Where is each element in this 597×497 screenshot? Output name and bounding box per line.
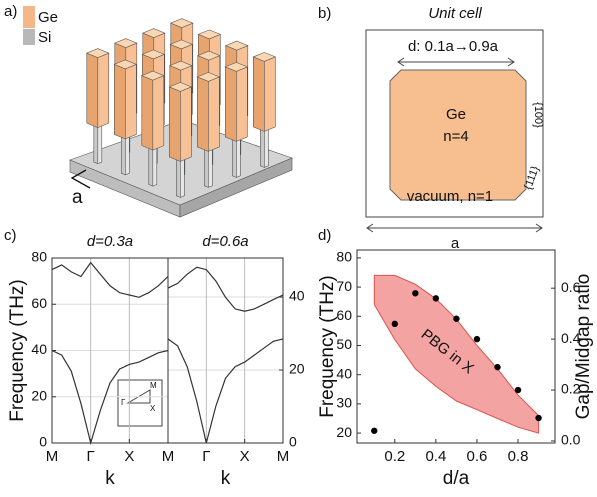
- x-tick-label: 0.8: [508, 448, 529, 465]
- x-tick-label: M: [277, 448, 290, 465]
- data-point: [515, 387, 521, 393]
- period-arrow: [367, 224, 542, 232]
- ge-pillar: [253, 57, 264, 131]
- figure: a) Ge Si a b) Unit cell d: 0.1a→0.9a Ge …: [0, 0, 597, 497]
- y-tick-label: 20: [31, 387, 47, 403]
- si-pillar: [98, 122, 102, 164]
- si-pillar: [149, 145, 153, 187]
- y-tick-label: 40: [336, 365, 352, 381]
- legend-swatch: [23, 6, 35, 28]
- ge-pillar: [236, 67, 247, 141]
- brillouin-inset: M Γ X: [118, 380, 162, 426]
- x-tick-label: X: [124, 448, 134, 465]
- si-pillar: [125, 133, 129, 175]
- data-point: [412, 290, 418, 296]
- y-tick-label: 70: [336, 278, 352, 294]
- chart-title: d=0.6a: [202, 233, 248, 250]
- ge-pillar: [125, 64, 136, 138]
- legend-label: Si: [38, 29, 51, 46]
- ge-pillar: [208, 77, 219, 151]
- si-pillar: [232, 136, 236, 178]
- legend-swatch: [23, 29, 35, 45]
- x-tick-label: Γ: [87, 448, 95, 465]
- data-point: [494, 364, 500, 370]
- legend-label: Ge: [38, 9, 58, 26]
- x-axis-label: k: [221, 468, 231, 489]
- inset-label: M: [150, 381, 157, 390]
- x-axis-label: k: [105, 468, 115, 489]
- si-pillar: [260, 126, 264, 168]
- y-tick-label: 20: [336, 424, 352, 440]
- y2-tick-label: 0: [289, 434, 297, 450]
- si-pillar: [236, 136, 240, 178]
- period-label: a: [72, 187, 83, 208]
- x-tick-label: 0.2: [384, 448, 405, 465]
- data-point: [371, 428, 377, 434]
- pillar-array: [70, 19, 292, 217]
- ge-pillar: [225, 67, 236, 141]
- panel-label: a): [4, 3, 17, 20]
- size-range: d: 0.1a→0.9a: [408, 38, 499, 55]
- y-axis-label: Frequency (THz): [7, 279, 28, 422]
- panel-label: b): [318, 5, 331, 22]
- background: vacuum, n=1: [407, 188, 493, 205]
- ge-pillar: [264, 57, 275, 131]
- data-point: [453, 316, 459, 322]
- page: a) Ge Si a b) Unit cell d: 0.1a→0.9a Ge …: [0, 0, 597, 497]
- si-pillar: [208, 146, 212, 188]
- y-tick-label: 50: [336, 336, 352, 352]
- y2-tick-label: 40: [289, 288, 305, 304]
- si-pillar: [94, 122, 98, 164]
- data-point: [474, 336, 480, 342]
- ge-pillar: [114, 64, 125, 138]
- y2-axis-label: Gap/Midgap ratio: [573, 274, 594, 420]
- si-pillar: [176, 156, 180, 198]
- period-label: a: [451, 235, 460, 252]
- x-axis-label: d/a: [443, 468, 470, 489]
- plot-frame: [168, 258, 283, 443]
- y-tick-label: 80: [336, 249, 352, 265]
- x-tick-label: X: [240, 448, 250, 465]
- panel-title: Unit cell: [428, 5, 482, 22]
- ge-pillar: [153, 76, 164, 151]
- material: Ge: [446, 106, 466, 123]
- ge-pillar: [180, 87, 191, 161]
- ge-pillar: [87, 53, 98, 128]
- si-pillar: [121, 133, 125, 175]
- panel-label: c): [4, 227, 17, 244]
- si-pillar: [264, 126, 268, 168]
- ge-pillar: [142, 76, 153, 151]
- material-index: n=4: [443, 128, 468, 145]
- facet-label: {100}: [532, 102, 544, 128]
- y-tick-label: 60: [31, 295, 47, 311]
- x-tick-label: 0.6: [467, 448, 488, 465]
- y-tick-label: 40: [31, 341, 47, 357]
- band-curve: [168, 339, 283, 443]
- y-tick-label: 80: [31, 249, 47, 265]
- x-tick-label: M: [162, 448, 175, 465]
- y2-tick-label: 0.0: [561, 432, 581, 448]
- panel-label: d): [318, 227, 331, 244]
- si-pillar: [153, 145, 157, 187]
- band-curve: [52, 263, 168, 298]
- y-axis-label: Frequency (THz): [317, 275, 338, 418]
- x-tick-label: Γ: [202, 448, 210, 465]
- chart-title: d=0.3a: [87, 233, 133, 250]
- data-point: [535, 415, 541, 421]
- y-tick-label: 30: [336, 395, 352, 411]
- band-curve: [168, 267, 283, 311]
- y2-tick-label: 20: [289, 361, 305, 377]
- inset-label: Γ: [121, 398, 126, 407]
- data-point: [392, 321, 398, 327]
- ge-pillar: [197, 77, 208, 151]
- x-tick-label: 0.4: [425, 448, 446, 465]
- x-tick-label: M: [46, 448, 59, 465]
- ge-pillar: [169, 87, 180, 161]
- y-tick-label: 60: [336, 307, 352, 323]
- si-pillar: [204, 146, 208, 188]
- si-pillar: [180, 156, 184, 198]
- inset-label: X: [150, 404, 156, 413]
- data-point: [433, 295, 439, 301]
- ge-pillar: [98, 53, 109, 128]
